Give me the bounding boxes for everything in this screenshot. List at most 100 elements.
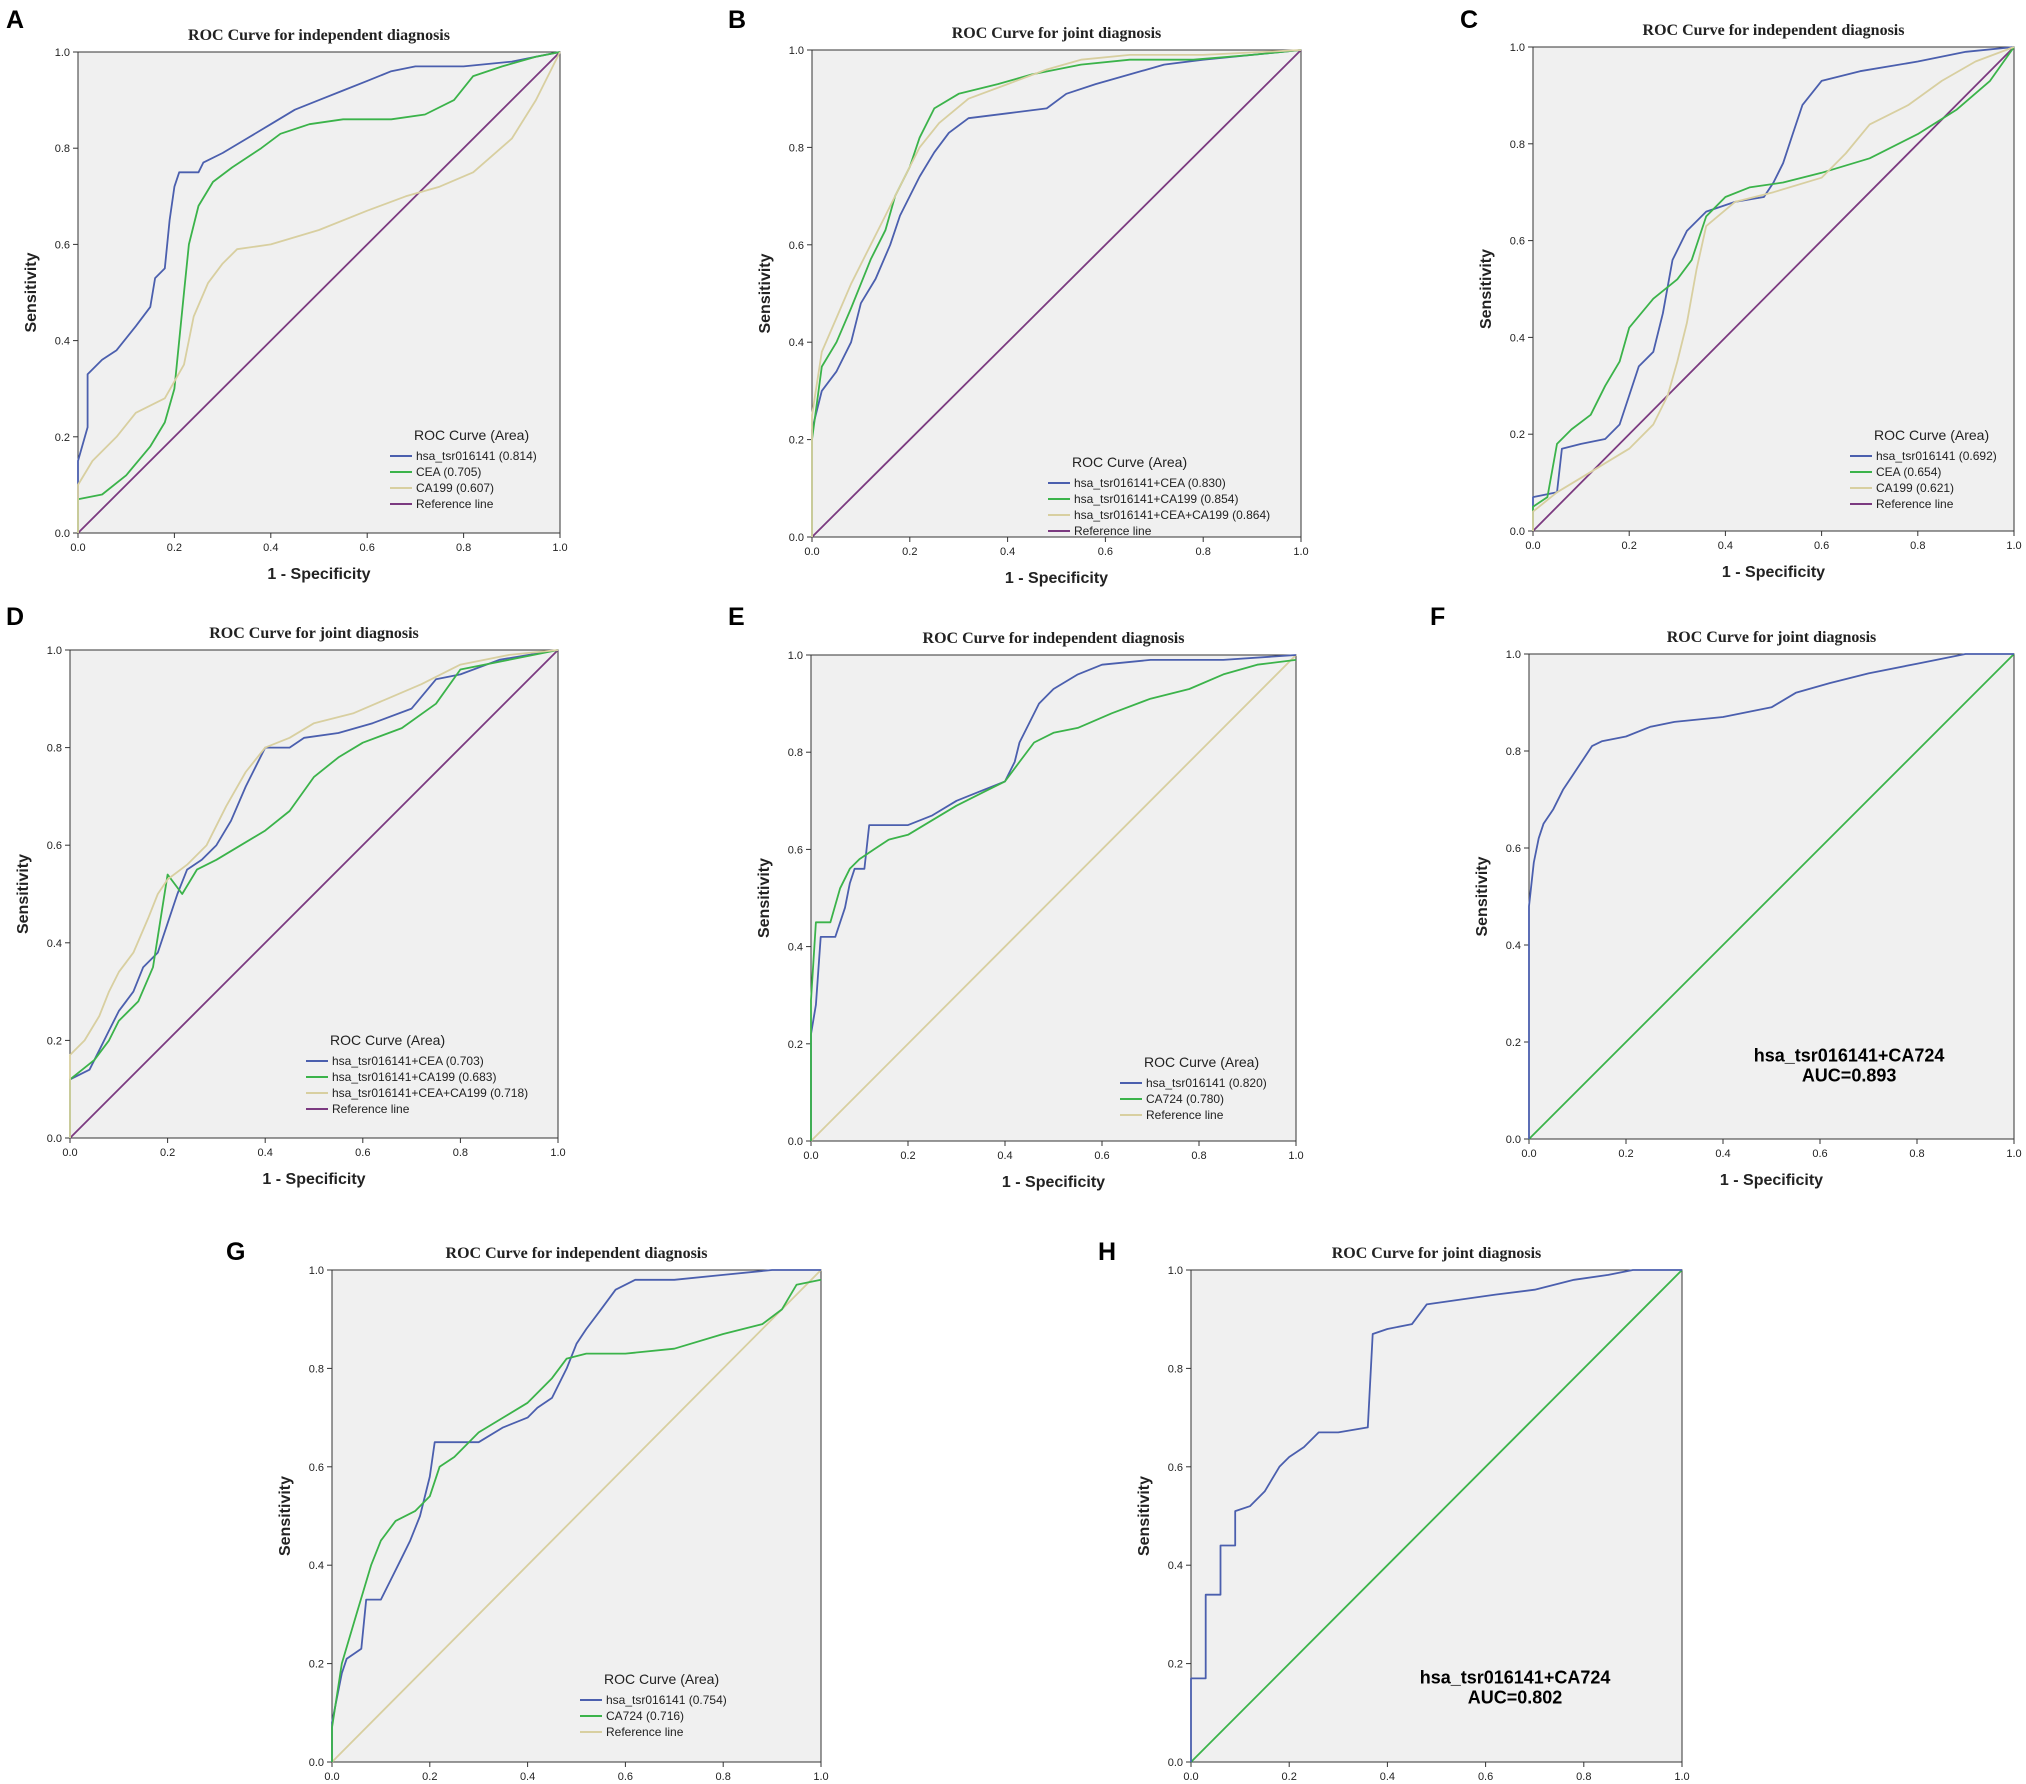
x-tick-label: 0.0 — [62, 1147, 77, 1159]
chart-title: ROC Curve for joint diagnosis — [1332, 1245, 1542, 1262]
roc-curve-series-2 — [1532, 46, 2015, 531]
auc-annotation: hsa_tsr016141+CA724 — [1754, 1045, 1945, 1065]
chart-title: ROC Curve for joint diagnosis — [952, 25, 1162, 42]
legend-title: ROC Curve (Area) — [1072, 454, 1187, 470]
x-axis-label: 1 - Specificity — [1005, 570, 1108, 587]
x-tick-label: 0.2 — [422, 1771, 437, 1783]
y-tick-label: 0.8 — [1510, 139, 1525, 151]
roc-curve-series-1 — [77, 51, 561, 533]
y-tick-label: 0.4 — [1510, 332, 1525, 344]
legend-entry: hsa_tsr016141 (0.754) — [606, 1693, 727, 1707]
legend-entry: hsa_tsr016141+CEA+CA199 (0.864) — [1074, 508, 1270, 522]
y-tick-label: 0.6 — [309, 1462, 324, 1474]
x-tick-label: 1.0 — [1293, 546, 1308, 558]
roc-curve-series-1 — [1532, 46, 2015, 531]
y-tick-label: 0.4 — [55, 336, 70, 348]
roc-curve-series-0 — [1532, 46, 2015, 531]
x-tick-label: 0.0 — [804, 546, 819, 558]
x-tick-label: 0.6 — [1812, 1148, 1827, 1160]
roc-panel-f: F ROC Curve for joint diagnosis 0.0 0.2 0.4 0… — [1430, 603, 2022, 1189]
y-tick-label: 1.0 — [789, 45, 804, 57]
roc-curve-series-2 — [77, 51, 561, 533]
x-tick-label: 0.8 — [1191, 1150, 1206, 1162]
y-tick-label: 0.8 — [1168, 1363, 1183, 1375]
roc-curve-series-2 — [69, 649, 559, 1138]
x-axis-label: 1 - Specificity — [262, 1171, 365, 1188]
y-tick-label: 0.8 — [789, 142, 804, 154]
panel-letter: H — [1098, 1238, 1116, 1266]
y-axis-label: Sensitivity — [1136, 1476, 1153, 1556]
chart-title: ROC Curve for independent diagnosis — [446, 1245, 708, 1262]
panel-letter: B — [728, 6, 746, 34]
legend-title: ROC Curve (Area) — [1144, 1054, 1259, 1070]
roc-curve-series-1 — [69, 649, 559, 1138]
reference-line — [1528, 653, 2015, 1140]
roc-curve-series-0 — [331, 1269, 821, 1762]
auc-annotation: AUC=0.802 — [1468, 1687, 1563, 1707]
y-tick-label: 0.0 — [55, 528, 70, 540]
x-tick-label: 0.0 — [1183, 1771, 1198, 1783]
legend-entry: hsa_tsr016141+CEA (0.703) — [332, 1054, 484, 1068]
y-tick-label: 0.4 — [788, 942, 803, 954]
x-axis-label: 1 - Specificity — [267, 566, 370, 583]
y-tick-label: 0.8 — [788, 747, 803, 759]
legend-title: ROC Curve (Area) — [330, 1032, 445, 1048]
y-tick-label: 0.6 — [47, 840, 62, 852]
y-tick-label: 0.4 — [47, 938, 62, 950]
roc-curve-series-0 — [77, 51, 561, 533]
y-tick-label: 0.6 — [1506, 843, 1521, 855]
y-tick-label: 0.6 — [1168, 1462, 1183, 1474]
x-tick-label: 1.0 — [1674, 1771, 1689, 1783]
roc-curve-series-1 — [810, 659, 1297, 1141]
x-axis-label: 1 - Specificity — [1720, 1172, 1823, 1189]
reference-line — [811, 49, 1302, 538]
x-tick-label: 0.2 — [160, 1147, 175, 1159]
legend-entry: Reference line — [416, 497, 494, 511]
y-tick-label: 0.0 — [789, 532, 804, 544]
x-tick-label: 0.4 — [263, 542, 278, 554]
legend-entry: CEA (0.654) — [1876, 465, 1941, 479]
panel-letter: A — [6, 6, 24, 34]
y-tick-label: 0.8 — [309, 1363, 324, 1375]
x-tick-label: 0.4 — [258, 1147, 273, 1159]
y-tick-label: 0.0 — [1168, 1757, 1183, 1769]
y-tick-label: 0.0 — [47, 1133, 62, 1145]
roc-curve-series-1 — [811, 49, 1302, 537]
y-tick-label: 1.0 — [47, 645, 62, 657]
y-tick-label: 0.2 — [47, 1035, 62, 1047]
x-tick-label: 0.2 — [900, 1150, 915, 1162]
x-tick-label: 0.8 — [1576, 1771, 1591, 1783]
x-tick-label: 0.4 — [1380, 1771, 1395, 1783]
y-tick-label: 0.4 — [789, 337, 804, 349]
roc-curve-series-0 — [1190, 1269, 1682, 1762]
y-tick-label: 1.0 — [1510, 42, 1525, 54]
y-tick-label: 0.6 — [1510, 236, 1525, 248]
x-tick-label: 0.4 — [520, 1771, 535, 1783]
roc-curve-series-1 — [331, 1278, 822, 1762]
legend-entry: CA199 (0.607) — [416, 481, 494, 495]
chart-title: ROC Curve for joint diagnosis — [1667, 629, 1877, 646]
y-tick-label: 0.4 — [1168, 1560, 1183, 1572]
legend-entry: CA199 (0.621) — [1876, 481, 1954, 495]
x-tick-label: 1.0 — [550, 1147, 565, 1159]
reference-line — [1190, 1269, 1683, 1763]
y-tick-label: 0.4 — [309, 1560, 324, 1572]
x-tick-label: 1.0 — [1288, 1150, 1303, 1162]
y-axis-label: Sensitivity — [756, 858, 773, 938]
auc-annotation: AUC=0.893 — [1802, 1065, 1897, 1085]
panel-letter: G — [226, 1238, 245, 1266]
y-tick-label: 1.0 — [55, 47, 70, 59]
y-tick-label: 0.8 — [55, 143, 70, 155]
legend-entry: Reference line — [1074, 524, 1152, 538]
roc-panel-h: H ROC Curve for joint diagnosis 0.0 0.2 0.4 0… — [1098, 1238, 1690, 1783]
panel-letter: E — [728, 603, 745, 631]
legend-entry: hsa_tsr016141+CA199 (0.683) — [332, 1070, 496, 1084]
x-tick-label: 0.0 — [1521, 1148, 1536, 1160]
y-tick-label: 0.2 — [1510, 429, 1525, 441]
y-tick-label: 1.0 — [788, 650, 803, 662]
legend-entry: Reference line — [606, 1725, 684, 1739]
chart-title: ROC Curve for joint diagnosis — [209, 625, 419, 642]
